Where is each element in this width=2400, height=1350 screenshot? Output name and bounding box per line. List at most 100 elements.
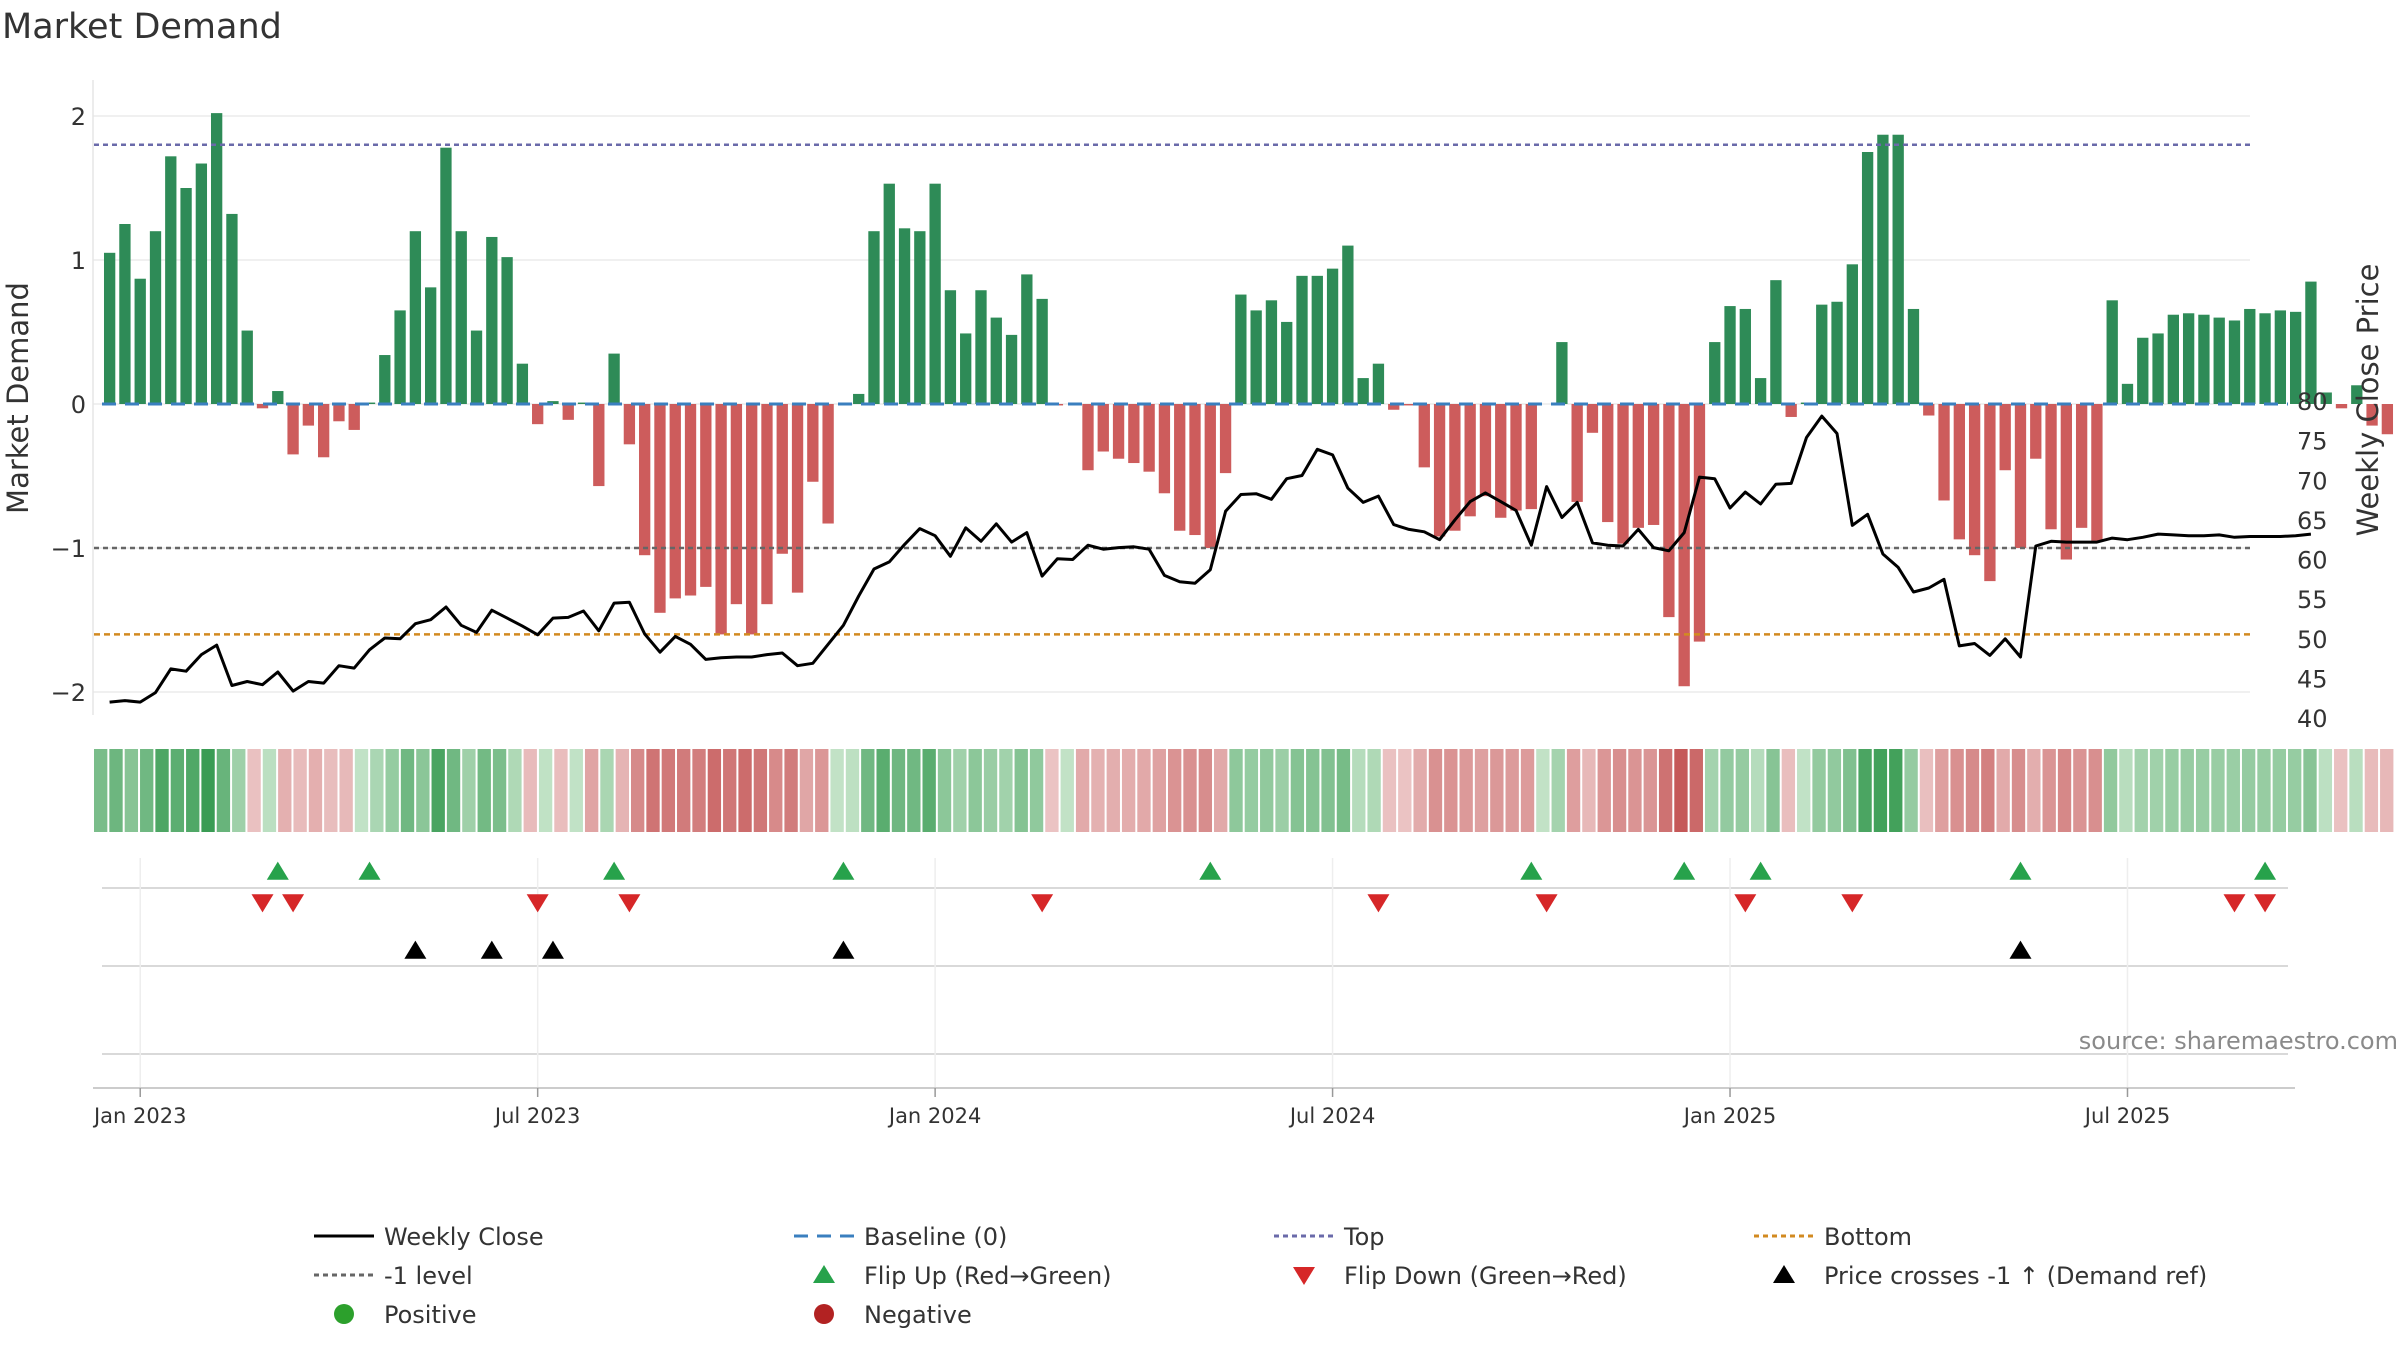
flip-up-marker: [2254, 861, 2277, 880]
demand-bar: [2351, 385, 2363, 404]
date-tick-label: Jan 2024: [887, 1104, 982, 1128]
heat-cell: [2318, 749, 2333, 832]
demand-bar: [1907, 308, 1920, 404]
heat-cell: [1704, 749, 1719, 832]
heat-cell: [1919, 749, 1934, 832]
demand-bar: [1816, 304, 1828, 404]
demand-bar: [1495, 404, 1507, 518]
demand-bar: [1999, 404, 2011, 471]
heat-cell: [2364, 749, 2379, 832]
heat-cell: [1183, 749, 1197, 832]
heat-cell: [278, 749, 292, 832]
demand-bar: [318, 404, 330, 458]
demand-bar: [1219, 404, 1232, 474]
demand-bar: [746, 404, 758, 635]
heat-cell: [1152, 749, 1166, 832]
right-y-ticks: 80 75 70 65 60 55 50 45 40: [2297, 388, 2328, 733]
legend-item: Flip Down (Green→Red): [1293, 1262, 1627, 1290]
legend-label: Positive: [384, 1301, 477, 1329]
legend-label: Price crosses -1 ↑ (Demand ref): [1824, 1262, 2207, 1290]
heat-cell: [738, 749, 752, 832]
heat-cell: [477, 749, 491, 832]
heat-cell: [2211, 749, 2225, 832]
demand-bar: [791, 404, 804, 593]
legend: Weekly Close Baseline (0) Top Bottom -1 leve…: [314, 1223, 2207, 1329]
heat-cell: [339, 749, 353, 832]
right-tick-label: 40: [2297, 705, 2328, 733]
flip-up-marker: [1749, 861, 1772, 880]
demand-bar: [2335, 404, 2348, 409]
right-tick-label: 80: [2297, 388, 2328, 416]
demand-bar: [761, 404, 773, 605]
demand-bar: [2366, 404, 2378, 426]
demand-bar: [639, 404, 651, 556]
heat-cell: [1121, 749, 1136, 832]
heat-cell: [600, 749, 614, 832]
date-tick-label: Jul 2024: [1288, 1104, 1375, 1128]
flip-down-marker: [1734, 894, 1757, 913]
heat-cell: [1198, 749, 1213, 832]
heat-cell: [753, 749, 768, 832]
legend-label: Top: [1343, 1223, 1385, 1251]
right-tick-label: 70: [2297, 467, 2328, 495]
flip-up-marker: [1199, 861, 1222, 880]
heat-cell: [554, 749, 568, 832]
heat-cell: [140, 749, 154, 832]
flip-up-marker: [358, 861, 381, 880]
heat-cell: [1428, 749, 1443, 832]
date-tick-label: Jul 2025: [2083, 1104, 2170, 1128]
heat-cell: [1597, 749, 1611, 832]
heat-cell: [1674, 749, 1688, 832]
demand-bar: [1785, 404, 1797, 417]
demand-bar: [2030, 404, 2042, 459]
demand-bar: [1831, 301, 1843, 404]
demand-bar: [1158, 404, 1171, 494]
heat-cell: [216, 749, 231, 832]
flip-down-marker: [2254, 894, 2277, 913]
heat-cell: [677, 749, 691, 832]
demand-bar: [1724, 306, 1736, 404]
price-cross-marker: [480, 940, 503, 959]
heat-cell: [2057, 749, 2072, 832]
demand-bar: [1082, 404, 1094, 471]
heat-cell: [2011, 749, 2026, 832]
demand-bar: [425, 287, 437, 404]
flip-down-marker: [2223, 894, 2246, 913]
heat-cell: [1398, 749, 1412, 832]
right-tick-label: 45: [2297, 665, 2328, 693]
heat-cell: [2257, 749, 2271, 832]
right-tick-label: 75: [2297, 428, 2328, 456]
demand-bar: [1510, 404, 1522, 511]
demand-bar: [700, 404, 712, 587]
heat-cell: [2303, 749, 2317, 832]
demand-bar: [149, 231, 162, 404]
heat-cell: [523, 749, 537, 832]
left-tick-label: −1: [51, 535, 86, 563]
demand-bar: [256, 404, 269, 409]
legend-label: Flip Up (Red→Green): [864, 1262, 1112, 1290]
heat-cell: [1306, 749, 1320, 832]
heat-cell: [170, 749, 185, 832]
legend-item: Bottom: [1754, 1223, 1912, 1251]
legend-label: Baseline (0): [864, 1223, 1007, 1251]
heat-cell: [569, 749, 583, 832]
demand-bar: [577, 402, 590, 404]
demand-bar: [134, 278, 146, 404]
flip-up-marker: [1520, 861, 1543, 880]
heat-cell: [646, 749, 660, 832]
demand-bar: [2167, 314, 2179, 404]
price-cross-marker: [404, 940, 427, 959]
heat-cell: [492, 749, 507, 832]
demand-bar: [715, 404, 727, 635]
heat-cell: [1029, 749, 1044, 832]
demand-bar: [532, 404, 544, 425]
demand-bar: [562, 404, 574, 420]
heat-cell: [707, 749, 722, 832]
heat-cell: [999, 749, 1013, 832]
demand-bar: [195, 163, 208, 404]
heat-cell: [400, 749, 415, 832]
heat-cell: [1735, 749, 1749, 832]
demand-bar: [1388, 404, 1400, 410]
heat-cell: [1766, 749, 1780, 832]
heat-cell: [1873, 749, 1888, 832]
